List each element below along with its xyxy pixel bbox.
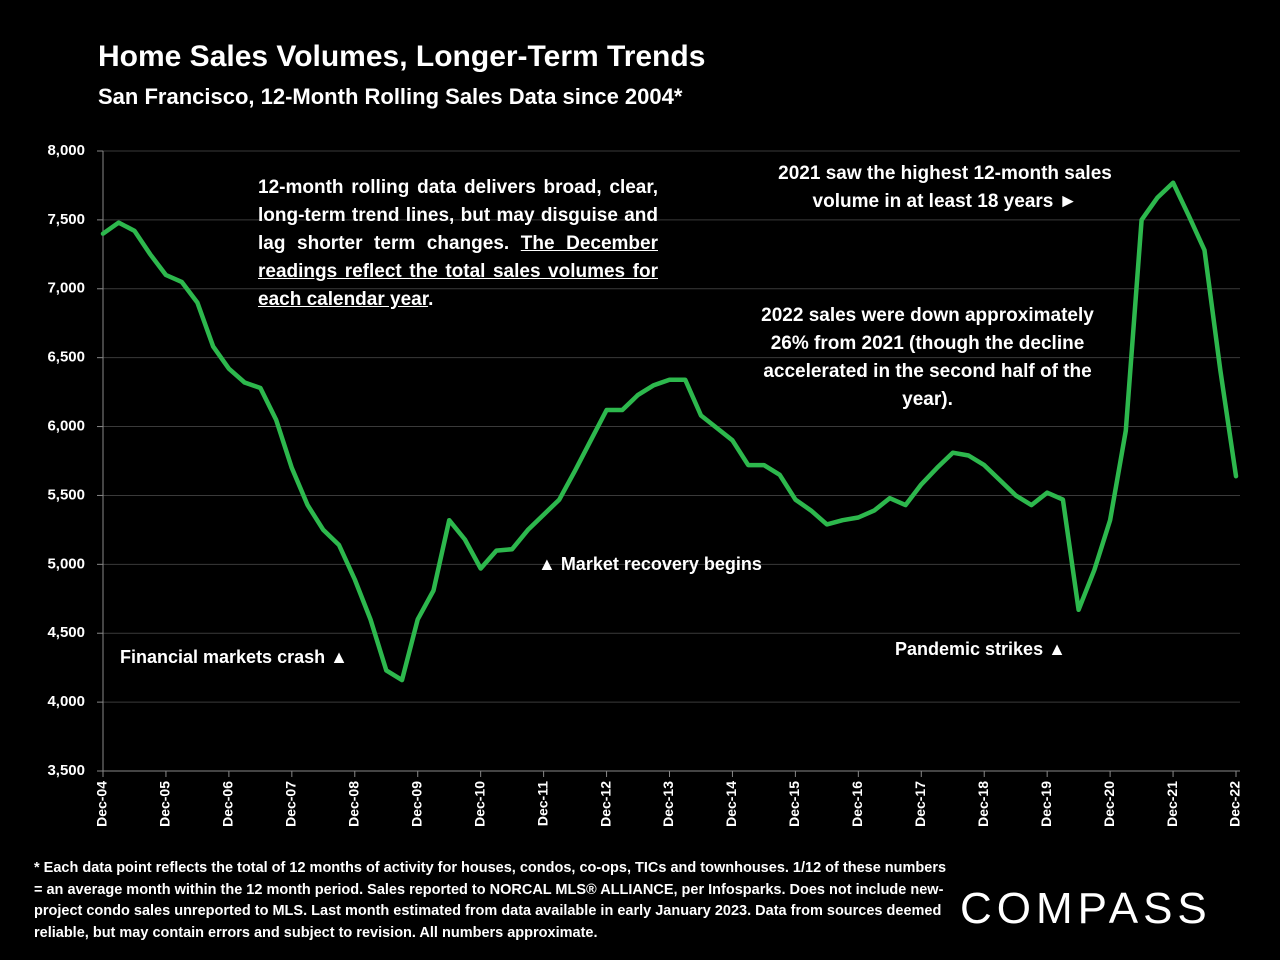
y-tick-label: 4,000 [47, 693, 85, 710]
logo: COMPASS [960, 884, 1212, 933]
x-tick-label: Dec-13 [660, 781, 676, 827]
x-tick-label: Dec-12 [597, 781, 613, 827]
annotation: Pandemic strikes ▲ [895, 639, 1066, 659]
annotation: ▲ Market recovery begins [538, 554, 762, 574]
x-tick-label: Dec-18 [975, 781, 991, 827]
y-tick-label: 6,000 [47, 418, 85, 435]
annotation: Financial markets crash ▲ [120, 647, 348, 667]
x-tick-label: Dec-16 [849, 781, 865, 827]
x-tick-label: Dec-06 [220, 781, 236, 827]
y-tick-label: 6,500 [47, 349, 85, 366]
data-line [100, 180, 1239, 683]
y-tick-label: 3,500 [47, 762, 85, 779]
x-tick-label: Dec-22 [1227, 781, 1243, 827]
y-tick-label: 7,500 [47, 211, 85, 228]
x-tick-label: Dec-07 [283, 781, 299, 827]
x-tick-label: Dec-15 [786, 781, 802, 827]
y-tick-label: 5,500 [47, 486, 85, 503]
x-tick-label: Dec-14 [723, 781, 739, 827]
annotation-text: . [428, 289, 434, 310]
x-tick-label: Dec-05 [157, 781, 173, 827]
y-tick-label: 4,500 [47, 624, 85, 641]
annotation: 12-month rolling data delivers broad, cl… [258, 174, 658, 314]
x-tick-label: Dec-19 [1038, 781, 1054, 827]
x-tick-label: Dec-11 [534, 781, 550, 826]
y-tick-label: 5,000 [47, 555, 85, 572]
x-tick-label: Dec-17 [912, 781, 928, 827]
x-tick-label: Dec-21 [1164, 781, 1180, 827]
annotation-text: 12-month rolling data delivers broad, cl… [258, 177, 658, 254]
y-tick-label: 8,000 [47, 142, 85, 159]
footnote: * Each data point reflects the total of … [34, 860, 947, 941]
chart-subtitle: San Francisco, 12-Month Rolling Sales Da… [98, 84, 683, 109]
x-tick-label: Dec-08 [345, 781, 361, 827]
x-tick-label: Dec-09 [408, 781, 424, 827]
x-tick-label: Dec-04 [94, 781, 110, 827]
x-tick-label: Dec-10 [471, 781, 487, 827]
annotation: 2022 sales were down approximately 26% f… [761, 305, 1094, 410]
annotation-text: The December readings reflect the total … [258, 233, 658, 310]
chart-title: Home Sales Volumes, Longer-Term Trends [98, 40, 706, 73]
annotation: 2021 saw the highest 12-month sales volu… [778, 163, 1112, 212]
y-tick-label: 7,000 [47, 280, 85, 297]
x-tick-label: Dec-20 [1101, 781, 1117, 827]
